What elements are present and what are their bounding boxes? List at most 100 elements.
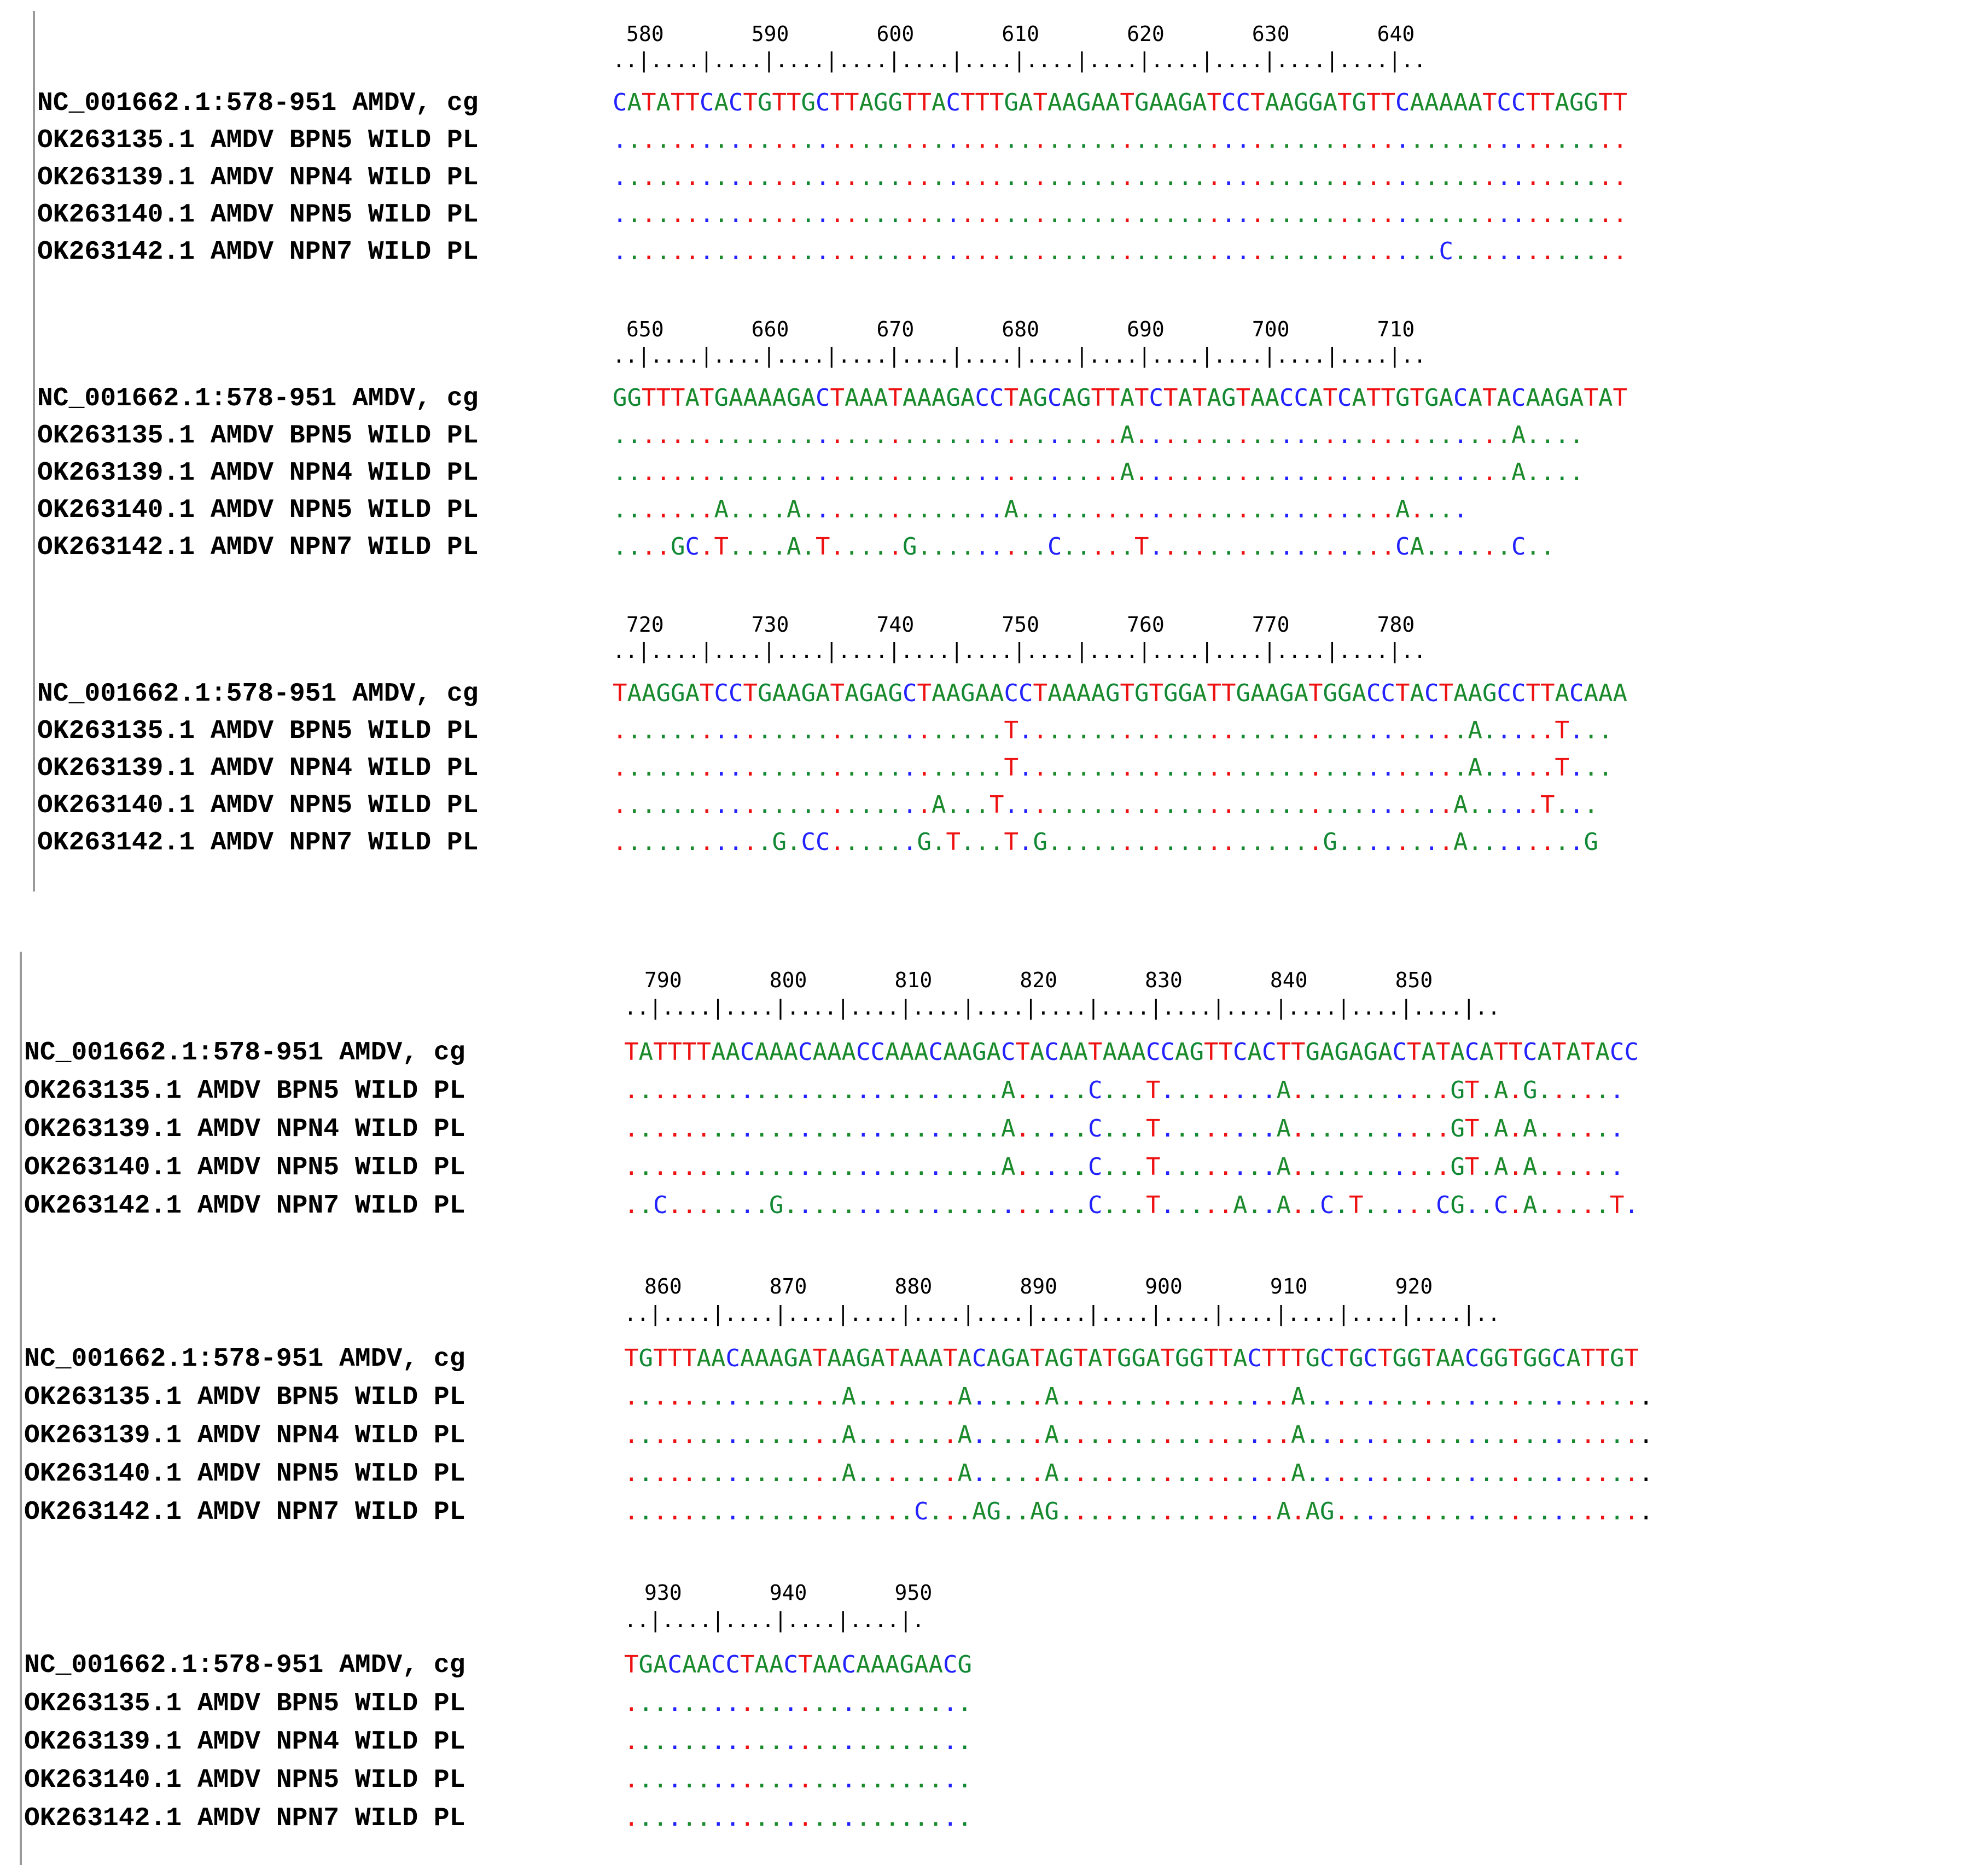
nucleotide: . [627, 200, 642, 228]
nucleotide: . [1366, 163, 1381, 191]
nucleotide: T [1581, 1344, 1596, 1372]
nucleotide: . [740, 1115, 755, 1143]
nucleotide: . [1221, 237, 1236, 265]
nucleotide: . [613, 237, 627, 265]
nucleotide: . [642, 791, 656, 819]
nucleotide: . [642, 421, 656, 449]
nucleotide: A [711, 1038, 726, 1066]
nucleotide: . [1349, 1498, 1364, 1525]
nucleotide: . [696, 1153, 712, 1181]
nucleotide: . [1105, 533, 1120, 561]
nucleotide: . [1149, 237, 1164, 265]
nucleotide: . [827, 1498, 842, 1525]
nucleotide: T [1366, 89, 1381, 116]
nucleotide: . [874, 200, 888, 228]
nucleotide: . [1291, 1076, 1306, 1104]
nucleotide: A [1030, 1498, 1045, 1525]
nucleotide: . [1018, 200, 1033, 228]
nucleotide: . [1320, 1115, 1335, 1143]
nucleotide: . [1134, 126, 1149, 154]
nucleotide: . [613, 496, 627, 523]
nucleotide: . [1569, 163, 1584, 191]
nucleotide: . [700, 200, 714, 228]
nucleotide: . [714, 126, 729, 154]
nucleotide: A [1305, 1498, 1320, 1525]
nucleotide: A [1291, 1459, 1306, 1487]
nucleotide: . [787, 421, 801, 449]
nucleotide: . [772, 458, 787, 486]
nucleotide: . [1378, 1498, 1393, 1525]
nucleotide: G [671, 533, 685, 561]
nucleotide: . [1395, 126, 1410, 154]
nucleotide: . [1047, 237, 1062, 265]
nucleotide: . [1320, 1153, 1335, 1181]
nucleotide: . [627, 791, 642, 819]
nucleotide: T [961, 89, 975, 116]
nucleotide: . [1018, 496, 1033, 523]
nucleotide: . [729, 533, 743, 561]
nucleotide: . [827, 1076, 842, 1104]
nucleotide: A [1494, 1153, 1509, 1181]
nucleotide: . [975, 828, 990, 856]
nucleotide: . [642, 200, 656, 228]
nucleotide: . [1192, 791, 1207, 819]
nucleotide: . [1160, 1153, 1175, 1181]
nucleotide: . [740, 1421, 755, 1449]
nucleotide: . [1566, 1383, 1581, 1411]
sequence-row: ........................ [624, 1766, 972, 1793]
nucleotide: . [1105, 716, 1120, 744]
nucleotide: . [827, 1115, 842, 1143]
nucleotide: . [624, 1689, 639, 1717]
nucleotide: T [1163, 384, 1178, 412]
nucleotide: . [827, 1421, 842, 1449]
nucleotide: . [1076, 421, 1091, 449]
nucleotide: A [859, 89, 874, 116]
nucleotide: . [1221, 754, 1236, 782]
sequence-label: NC_001662.1:578-951 AMDV, cg [24, 1651, 465, 1680]
nucleotide: . [1392, 1076, 1407, 1104]
sequence-row: ..........................A.....C...T...… [624, 1076, 1625, 1104]
nucleotide: A [841, 1344, 857, 1372]
nucleotide: . [957, 1498, 973, 1525]
nucleotide: . [1204, 1421, 1219, 1449]
nucleotide: . [932, 533, 946, 561]
nucleotide: . [682, 1804, 697, 1832]
nucleotide: . [899, 1689, 915, 1717]
nucleotide: . [1279, 200, 1294, 228]
nucleotide: . [1117, 1076, 1132, 1104]
nucleotide: . [899, 1115, 915, 1143]
sequence-row: ........................................… [613, 237, 1627, 265]
nucleotide: . [1088, 1459, 1103, 1487]
sequence-label: OK263140.1 AMDV NPN5 WILD PL [37, 791, 479, 820]
nucleotide: . [812, 1459, 828, 1487]
nucleotide: T [1134, 533, 1149, 561]
nucleotide: C [1044, 1038, 1060, 1066]
nucleotide: . [1018, 716, 1033, 744]
nucleotide: . [743, 458, 758, 486]
nucleotide: . [1250, 163, 1265, 191]
nucleotide: . [1163, 163, 1178, 191]
nucleotide: . [928, 1115, 944, 1143]
nucleotide: T [1349, 1191, 1364, 1219]
sequence-label: NC_001662.1:578-951 AMDV, cg [37, 679, 479, 709]
nucleotide: . [990, 828, 1004, 856]
nucleotide: . [903, 496, 917, 523]
sequence-row: ...............A.......A.....A..........… [624, 1383, 1654, 1411]
nucleotide: . [638, 1421, 654, 1449]
ruler-numbers: 580 590 600 610 620 630 640 [626, 22, 1415, 46]
nucleotide: . [1033, 200, 1048, 228]
nucleotide: . [714, 754, 729, 782]
nucleotide: A [1523, 1115, 1538, 1143]
nucleotide: . [783, 1766, 799, 1793]
nucleotide: . [1366, 791, 1381, 819]
sequence-row: ...............A.......A.....A..........… [624, 1421, 1654, 1449]
nucleotide: . [1566, 1498, 1581, 1525]
nucleotide: . [1131, 1498, 1146, 1525]
nucleotide: A [1569, 384, 1584, 412]
nucleotide: . [1091, 421, 1106, 449]
nucleotide: T [1381, 89, 1396, 116]
nucleotide: A [1410, 533, 1425, 561]
sequence-row: TGACAACCTAACTAACAAAGAACG [624, 1651, 972, 1679]
nucleotide: . [1047, 828, 1062, 856]
nucleotide: . [1218, 1421, 1233, 1449]
